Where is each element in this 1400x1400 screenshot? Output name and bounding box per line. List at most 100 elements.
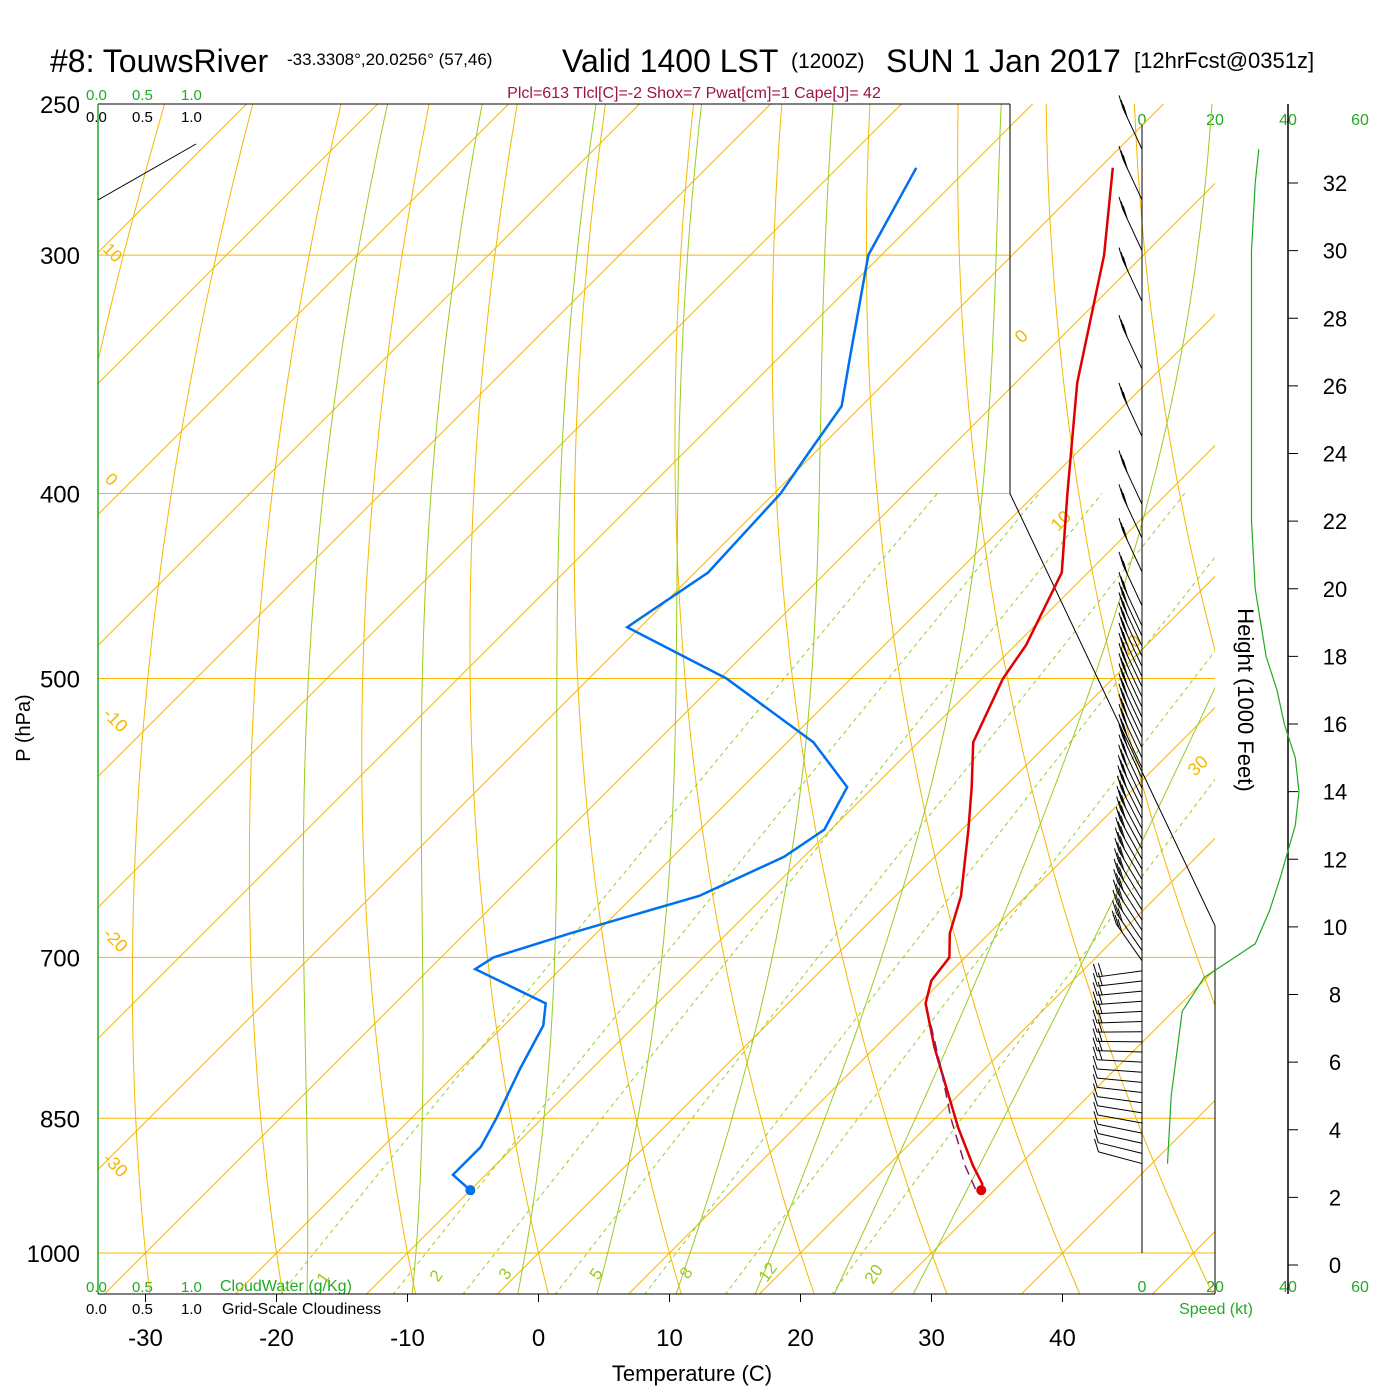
wind-barb-flag <box>1118 811 1124 825</box>
wind-barb-flag <box>1115 806 1121 821</box>
height-tick-label: 32 <box>1323 171 1347 196</box>
wind-barb <box>1097 990 1143 996</box>
speed-scale-top: 0 20 40 60 <box>1138 112 1369 129</box>
wind-barb-flag <box>1118 714 1124 728</box>
wind-barb-flag <box>1118 450 1124 464</box>
wind-barb-flag <box>1122 662 1128 676</box>
wind-barb-flag <box>1118 898 1124 912</box>
wind-barb <box>1097 1050 1143 1053</box>
wind-speed-line <box>1166 149 1300 1164</box>
cloudiness-tick: 1.0 <box>181 109 202 126</box>
dewpoint-line <box>451 167 918 1192</box>
wind-barb-flag <box>1097 1046 1103 1061</box>
height-tick-label: 4 <box>1329 1118 1341 1143</box>
wind-barb-flag <box>1113 869 1119 883</box>
height-tick-label: 22 <box>1323 509 1347 534</box>
wind-barb-flag <box>1120 627 1126 641</box>
sounding-profiles <box>451 167 1115 1196</box>
wind-barb-flag <box>1120 201 1126 215</box>
wind-barb-flag <box>1112 889 1118 904</box>
wind-barb-flag <box>1122 702 1128 717</box>
speed-tick: 0 <box>1138 112 1147 129</box>
wind-barb-flag <box>1116 796 1122 810</box>
wind-barb-flag <box>1122 763 1128 778</box>
wind-barb-flag <box>1122 723 1128 737</box>
wind-barb <box>1097 1010 1143 1015</box>
wind-barb-flag <box>1121 794 1127 809</box>
mixing-ratio-label: 2 <box>426 1267 447 1286</box>
wind-barb-flag <box>1119 780 1125 794</box>
cloudiness-tick: 0.0 <box>86 1301 107 1318</box>
temperature-tick-label: 30 <box>918 1325 945 1352</box>
wind-barb-flag <box>1092 973 1098 987</box>
cloudwater-tick: 0.5 <box>132 87 153 104</box>
wind-barb-flag <box>1118 663 1124 677</box>
pressure-tick-label: 250 <box>40 92 80 119</box>
wind-barb-flag <box>1118 95 1124 109</box>
dry-adiabat-line <box>573 104 682 1294</box>
mixing-ratio-label: 20 <box>861 1261 887 1287</box>
wind-barb-flag <box>1092 1009 1098 1024</box>
wind-barb-flag <box>1118 744 1124 758</box>
temperature-tick-label: 20 <box>787 1325 814 1352</box>
speed-tick: 60 <box>1351 1279 1369 1296</box>
wind-barb-flag <box>1120 586 1126 600</box>
wind-barb <box>1097 1123 1143 1134</box>
wind-barb-flag <box>1122 459 1128 473</box>
temperature-tick-label: -10 <box>390 1325 425 1352</box>
x-axis-title: Temperature (C) <box>612 1361 772 1386</box>
wind-barb-flag <box>1118 602 1124 616</box>
wind-barb-flag <box>1092 1065 1098 1079</box>
dry-adiabat-line <box>469 104 549 1294</box>
wind-barb-flag <box>1116 786 1122 800</box>
isotherm-line <box>98 104 903 909</box>
temperature-tick-label: 40 <box>1049 1325 1076 1352</box>
wind-barb <box>1116 892 1143 931</box>
wind-barb-flag <box>1118 145 1124 160</box>
wind-barb-flag <box>1118 653 1124 667</box>
zulu-time: (1200Z) <box>791 50 865 73</box>
wind-barb-flag <box>1117 821 1123 835</box>
wind-barb-flag <box>1115 894 1121 908</box>
cloudiness-axis-label: Grid-Scale Cloudiness <box>222 1301 381 1318</box>
station-coords: -33.3308°,20.0256° (57,46) <box>287 50 492 69</box>
wind-barb <box>1097 1105 1143 1114</box>
wind-barb-flag <box>1118 867 1124 881</box>
wind-barb-flag <box>1118 612 1124 626</box>
wind-barb-flag <box>1121 784 1127 798</box>
wind-barb-flag <box>1097 991 1103 1005</box>
height-tick-label: 20 <box>1323 577 1347 602</box>
wind-barb-flag <box>1118 800 1124 815</box>
moist-adiabat-line <box>517 104 597 1294</box>
wind-barb-flag <box>1092 1074 1098 1088</box>
dry-adiabat-line <box>131 104 254 1294</box>
wind-barb <box>1116 902 1143 941</box>
wind-barb <box>1097 1077 1143 1083</box>
height-tick-label: 6 <box>1329 1050 1341 1075</box>
dry-adiabat-line <box>1395 70 1400 1301</box>
wind-barb-flag <box>1118 247 1124 261</box>
wind-barb <box>1097 1059 1143 1063</box>
wind-barb <box>1118 840 1143 880</box>
wind-barb-flag <box>1120 667 1126 682</box>
wind-barb-flag <box>1119 836 1125 850</box>
dry-adiabat-line <box>771 104 948 1294</box>
wind-barb-flag <box>1120 488 1126 502</box>
wind-barb-flag <box>1122 155 1128 169</box>
cloudwater-axis-label: CloudWater (g/Kg) <box>220 1278 352 1295</box>
moist-adiabat-line <box>302 104 389 1294</box>
wind-barb-flag <box>1092 1028 1098 1042</box>
speed-scale-bottom: 0 20 40 60 <box>1138 1279 1369 1296</box>
wind-barb-flag <box>1114 848 1120 862</box>
wind-barb-flag <box>1097 981 1103 996</box>
wind-barb-flag <box>1117 908 1123 922</box>
parcel-path-line <box>930 1025 977 1191</box>
mixing-ratio-label: 12 <box>755 1259 781 1285</box>
wind-barb-flag <box>1092 1037 1098 1051</box>
pressure-tick-label: 400 <box>40 482 80 509</box>
height-tick-label: 26 <box>1323 374 1347 399</box>
wind-barb-flag <box>1097 963 1103 977</box>
moist-adiabat-line <box>411 104 483 1294</box>
moist-adiabat-line <box>596 104 703 1294</box>
